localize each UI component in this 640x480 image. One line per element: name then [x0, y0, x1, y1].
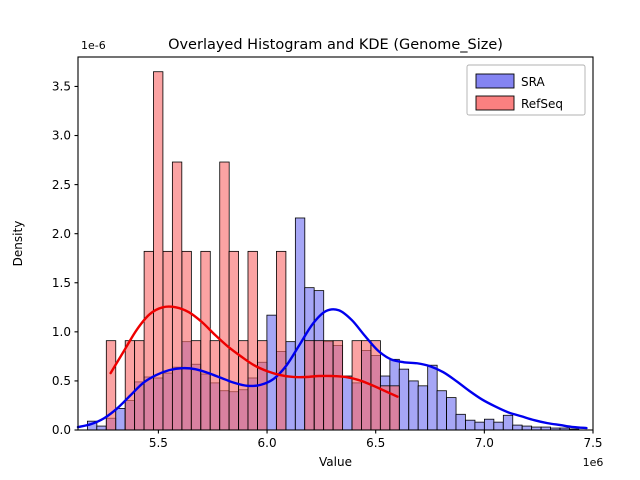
histogram-bar	[408, 380, 419, 431]
histogram-bar	[228, 250, 239, 431]
legend-label-sra: SRA	[521, 75, 545, 89]
axes-spines	[77, 56, 594, 431]
histogram-refseq	[105, 71, 400, 431]
histogram-bar	[351, 340, 362, 431]
x-axis-offset-label: 1e6	[583, 456, 604, 469]
histogram-bar	[512, 424, 523, 431]
histogram-bar	[124, 340, 136, 431]
histogram-bar	[465, 419, 476, 431]
kde-curve-sra	[76, 308, 588, 430]
histogram-bar	[162, 250, 173, 431]
histogram-bar	[304, 340, 315, 431]
histogram-bar	[190, 340, 202, 431]
histogram-bar	[219, 161, 230, 431]
y-tick-label: 3.0	[52, 129, 71, 143]
histogram-bar	[323, 340, 334, 431]
legend-swatch-refseq	[475, 95, 515, 111]
y-tick-label: 2.0	[52, 227, 71, 241]
y-tick-label: 1.5	[52, 276, 71, 290]
kde-curve-refseq	[109, 305, 399, 398]
y-tick-label: 2.5	[52, 178, 71, 192]
histogram-bar	[389, 385, 400, 431]
histogram-bar	[484, 418, 495, 431]
y-axis-offset-label: 1e-6	[81, 39, 106, 52]
x-tick-label: 6.0	[258, 436, 277, 450]
histogram-bar	[247, 250, 258, 431]
chart-title: Overlayed Histogram and KDE (Genome_Size…	[168, 37, 503, 53]
y-tick-label: 1.0	[52, 325, 71, 339]
legend-label-refseq: RefSeq	[521, 97, 563, 111]
histogram-bar	[313, 340, 325, 431]
histogram-bar	[436, 390, 447, 431]
histogram-bar	[96, 425, 107, 431]
y-tick-label: 3.5	[52, 80, 71, 94]
histogram-bar	[446, 397, 457, 431]
histogram-bar	[209, 340, 221, 431]
histogram-bar	[474, 421, 485, 431]
histogram-bar	[398, 368, 410, 431]
x-tick-label: 7.0	[475, 436, 494, 450]
histogram-bar	[342, 375, 353, 431]
x-tick-label: 6.5	[366, 436, 385, 450]
histogram-bar	[332, 340, 344, 431]
histogram-bar	[181, 250, 192, 431]
histogram-bar	[143, 250, 154, 431]
y-tick-label: 0.5	[52, 374, 71, 388]
histogram-bar	[200, 250, 211, 431]
histogram-bar	[171, 161, 183, 431]
histogram-bar	[493, 421, 504, 431]
histogram-bar	[502, 414, 514, 431]
histogram-bar	[276, 250, 287, 431]
legend[interactable]: SRA RefSeq	[466, 64, 586, 116]
y-axis-label: Density	[11, 221, 25, 267]
x-tick-label: 5.5	[149, 436, 168, 450]
y-tick-label: 0.0	[52, 423, 71, 437]
legend-swatch-sra	[475, 73, 515, 89]
histogram-bar	[521, 425, 533, 431]
histogram-bar	[115, 408, 126, 431]
x-axis-label: Value	[319, 455, 352, 469]
histogram-bar	[427, 364, 438, 431]
x-tick-label: 7.5	[583, 436, 602, 450]
histogram-bar	[417, 385, 428, 431]
histogram-bar	[455, 413, 466, 431]
histogram-bar	[294, 217, 306, 431]
